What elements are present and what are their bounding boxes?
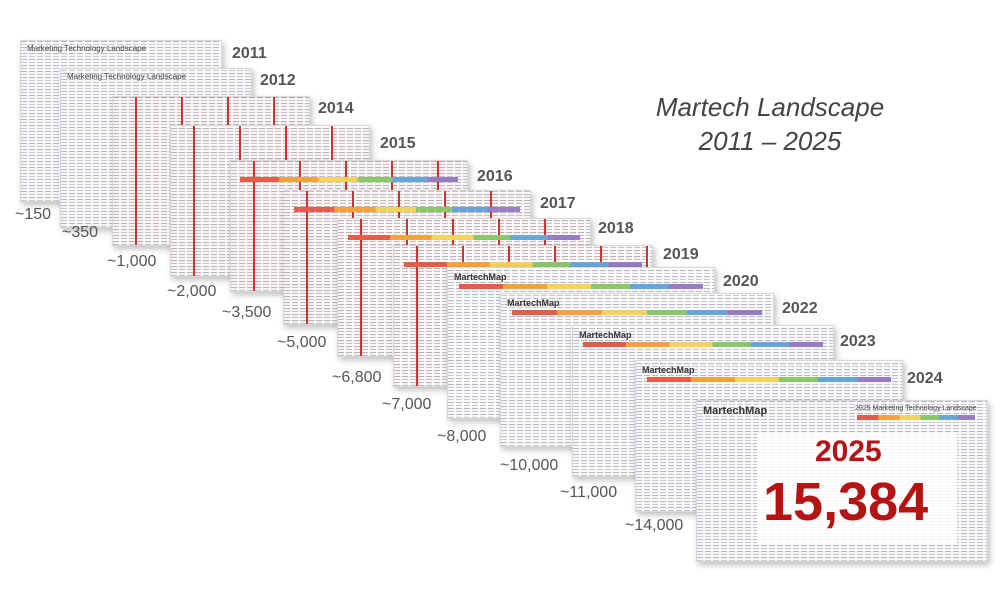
final-count: 15,384 [763,472,929,532]
category-band [646,377,892,382]
count-label: ~8,000 [437,428,487,445]
count-label: ~7,000 [382,396,432,413]
category-band [458,284,704,289]
year-label: 2018 [598,220,634,237]
count-label: ~14,000 [625,517,684,534]
final-year: 2025 [815,435,882,468]
category-band [293,207,521,212]
landscape-slide: MartechMap 2025 Marketing Technology Land… [696,400,988,562]
slide-header: Marketing Technology Landscape [27,44,147,53]
slide-header: MartechMap [703,405,768,417]
count-label: ~350 [62,224,99,241]
category-band [511,310,763,315]
slide-subheader: 2025 Marketing Technology Landscape [855,405,977,412]
year-label: 2020 [723,273,759,290]
slide-header: MartechMap [454,272,507,282]
year-label: 2012 [260,72,296,89]
category-band [348,235,580,240]
title-line: Martech Landscape [655,92,885,122]
highlight-panel [757,433,957,543]
count-label: ~3,500 [222,304,272,321]
count-label: ~150 [15,206,52,223]
year-label: 2015 [380,135,416,152]
year-label: 2023 [840,333,876,350]
year-label: 2022 [782,300,818,317]
slide-header: Marketing Technology Landscape [67,72,187,81]
year-label: 2024 [907,370,943,387]
year-label: 2014 [318,100,354,117]
slide-header: MartechMap [507,298,560,308]
count-label: ~2,000 [167,283,217,300]
count-label: ~1,000 [107,253,157,270]
year-label: 2016 [477,168,513,185]
slide-header: MartechMap [642,365,695,375]
year-label: 2011 [232,45,267,62]
count-label: ~6,800 [332,369,382,386]
category-band [240,177,458,182]
year-label: 2019 [663,246,699,263]
title-line: 2011 – 2025 [698,126,842,156]
category-band [404,262,642,267]
count-label: ~11,000 [560,484,618,501]
count-label: ~5,000 [277,334,327,351]
slide-header: MartechMap [579,330,632,340]
year-label: 2017 [540,195,576,212]
count-label: ~10,000 [500,457,559,474]
category-band [583,342,823,347]
category-band [856,415,976,420]
